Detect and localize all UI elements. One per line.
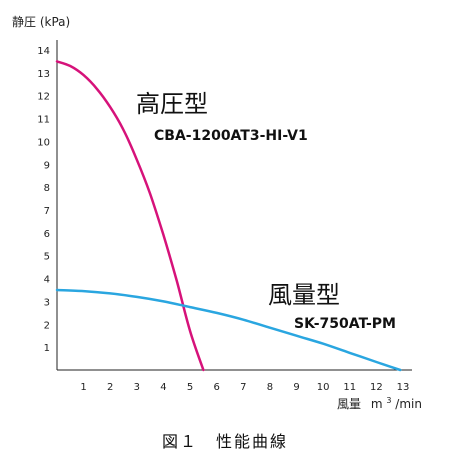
- y-tick-label: 12: [37, 92, 50, 103]
- series-model-high-pressure: CBA-1200AT3-HI-V1: [154, 128, 308, 144]
- x-axis-unit-sup: 3: [386, 396, 391, 405]
- x-tick-label: 13: [397, 382, 410, 393]
- y-tick-label: 3: [44, 297, 50, 308]
- x-axis-label: 風量: [337, 397, 361, 411]
- x-tick-label: 10: [317, 382, 330, 393]
- x-tick-label: 5: [187, 382, 193, 393]
- x-tick-label: 2: [107, 382, 113, 393]
- x-tick-label: 12: [370, 382, 383, 393]
- y-tick-label: 13: [37, 69, 50, 80]
- y-tick-label: 14: [37, 46, 50, 57]
- y-tick-label: 2: [44, 320, 50, 331]
- y-tick-label: 10: [37, 137, 50, 148]
- x-tick-label: 11: [343, 382, 356, 393]
- series-label-high-pressure: 高圧型: [136, 90, 208, 118]
- y-tick-label: 7: [44, 206, 50, 217]
- x-axis-unit-tail: /min: [395, 397, 422, 411]
- y-tick-label: 1: [44, 343, 50, 354]
- x-axis-unit-base: m: [371, 397, 383, 411]
- x-tick-label: 3: [134, 382, 140, 393]
- x-tick-label: 9: [293, 382, 299, 393]
- x-tick-label: 4: [160, 382, 166, 393]
- x-tick-labels: 1 2 3 4 5 6 7 8 9 10 11 12 13: [80, 382, 409, 393]
- x-axis-title: 風量 m 3 /min: [337, 392, 422, 411]
- figure-caption: 図１ 性能曲線: [162, 432, 288, 451]
- x-tick-label: 7: [240, 382, 246, 393]
- y-tick-label: 5: [44, 252, 50, 263]
- y-tick-label: 11: [37, 115, 50, 126]
- y-tick-label: 8: [44, 183, 50, 194]
- series-curves: [55, 60, 402, 372]
- series-label-air-volume: 風量型: [268, 281, 340, 309]
- x-tick-label: 8: [267, 382, 273, 393]
- axes: [56, 40, 412, 371]
- series-line-air-volume: [55, 288, 402, 372]
- y-axis-title: 静圧 (kPa): [12, 15, 70, 29]
- x-tick-label: 1: [80, 382, 86, 393]
- y-tick-label: 6: [44, 229, 50, 240]
- y-tick-label: 9: [44, 160, 50, 171]
- series-line-high-pressure: [55, 60, 205, 372]
- series-model-air-volume: SK-750AT-PM: [294, 316, 396, 332]
- x-tick-label: 6: [214, 382, 220, 393]
- y-tick-label: 4: [44, 275, 50, 286]
